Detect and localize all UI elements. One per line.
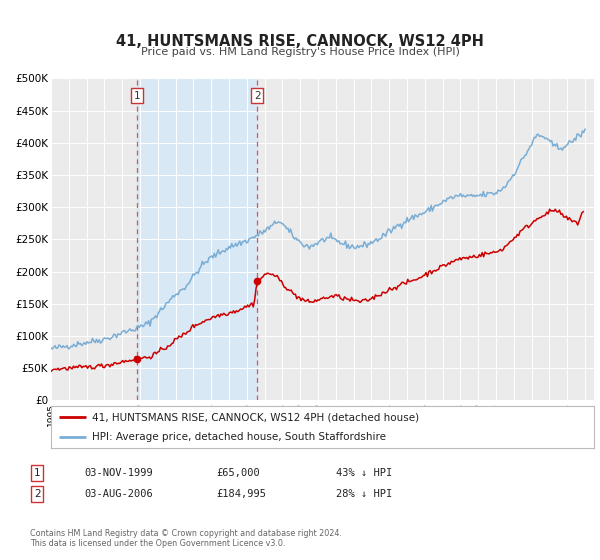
Text: 28% ↓ HPI: 28% ↓ HPI bbox=[336, 489, 392, 499]
Text: This data is licensed under the Open Government Licence v3.0.: This data is licensed under the Open Gov… bbox=[30, 539, 286, 548]
Text: HPI: Average price, detached house, South Staffordshire: HPI: Average price, detached house, Sout… bbox=[92, 432, 386, 442]
Text: £184,995: £184,995 bbox=[216, 489, 266, 499]
Text: 1: 1 bbox=[134, 91, 140, 101]
Text: Price paid vs. HM Land Registry's House Price Index (HPI): Price paid vs. HM Land Registry's House … bbox=[140, 47, 460, 57]
Text: 41, HUNTSMANS RISE, CANNOCK, WS12 4PH: 41, HUNTSMANS RISE, CANNOCK, WS12 4PH bbox=[116, 34, 484, 49]
Text: Contains HM Land Registry data © Crown copyright and database right 2024.: Contains HM Land Registry data © Crown c… bbox=[30, 530, 342, 539]
Text: 1: 1 bbox=[34, 468, 41, 478]
Text: 2: 2 bbox=[34, 489, 41, 499]
Text: 41, HUNTSMANS RISE, CANNOCK, WS12 4PH (detached house): 41, HUNTSMANS RISE, CANNOCK, WS12 4PH (d… bbox=[92, 412, 419, 422]
Bar bbox=[137, 78, 257, 400]
Text: 03-NOV-1999: 03-NOV-1999 bbox=[84, 468, 153, 478]
Text: 43% ↓ HPI: 43% ↓ HPI bbox=[336, 468, 392, 478]
Text: 03-AUG-2006: 03-AUG-2006 bbox=[84, 489, 153, 499]
Text: £65,000: £65,000 bbox=[216, 468, 260, 478]
Text: 2: 2 bbox=[254, 91, 260, 101]
